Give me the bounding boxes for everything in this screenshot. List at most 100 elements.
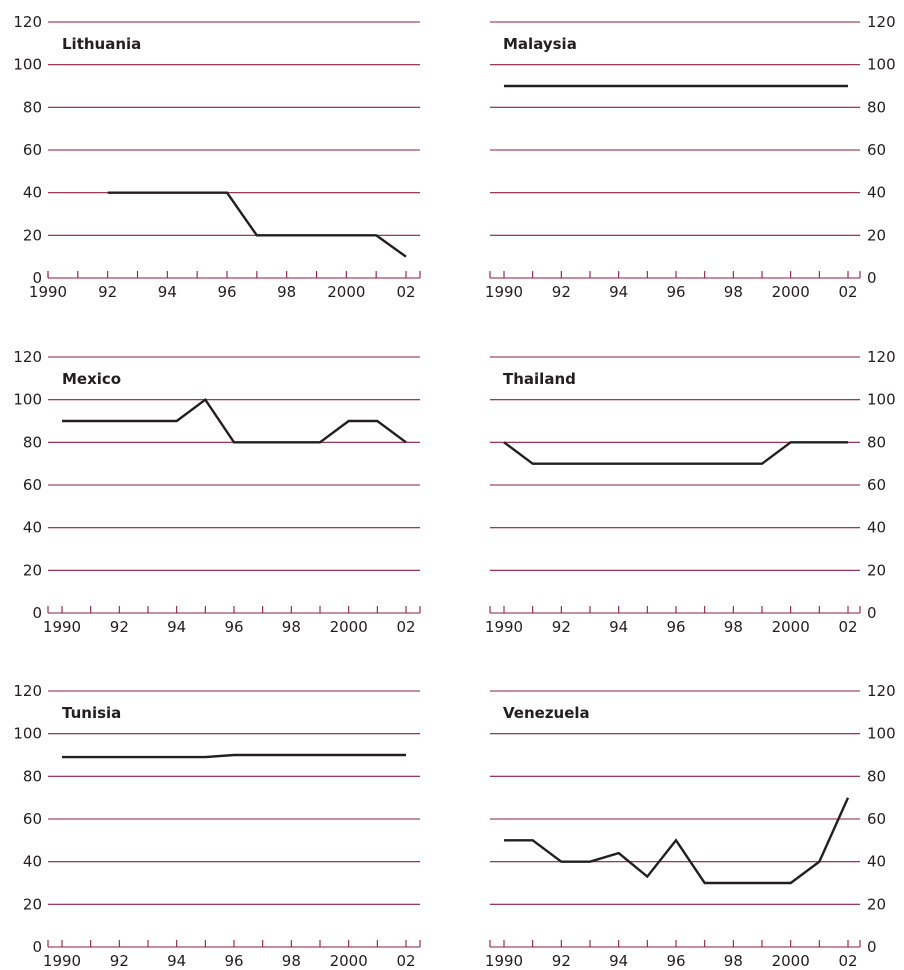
y-tick-label: 40 <box>23 853 42 871</box>
y-tick-label: 40 <box>867 853 886 871</box>
x-tick-label: 92 <box>98 283 117 301</box>
x-tick-label: 96 <box>224 618 243 636</box>
y-tick-label: 0 <box>32 269 42 287</box>
x-tick-label: 98 <box>724 618 743 636</box>
y-tick-label: 40 <box>23 519 42 537</box>
y-tick-label: 120 <box>867 13 896 31</box>
y-tick-label: 100 <box>13 56 42 74</box>
y-tick-label: 0 <box>867 269 877 287</box>
panel-title: Lithuania <box>62 35 141 53</box>
x-tick-label: 98 <box>282 952 301 970</box>
series-line-thailand <box>503 441 848 465</box>
y-tick-label: 20 <box>23 561 42 579</box>
x-tick-label: 96 <box>666 952 685 970</box>
x-tick-label: 94 <box>167 618 186 636</box>
y-tick-label: 0 <box>867 604 877 622</box>
x-tick-label: 92 <box>552 952 571 970</box>
y-tick-label: 0 <box>32 938 42 956</box>
x-tick-label: 2000 <box>772 283 810 301</box>
x-tick-label: 02 <box>838 618 857 636</box>
chart-panel-venezuela: 0 20 40 60 80 100 120 1990 92 94 96 98 2000 02 Venezue… <box>485 682 896 970</box>
chart-panel-lithuania: 0 20 40 60 80 100 120 1990 92 94 96 98 2000 02 Lithuan… <box>13 13 421 301</box>
y-tick-label: 100 <box>867 391 896 409</box>
x-tick-label: 1990 <box>485 618 523 636</box>
x-tick-label: 2000 <box>772 618 810 636</box>
panel-title: Tunisia <box>62 704 121 722</box>
chart-panel-thailand: 0 20 40 60 80 100 120 1990 92 94 96 98 2000 02 Thailan… <box>485 348 896 636</box>
x-tick-label: 92 <box>552 618 571 636</box>
x-tick-label: 02 <box>396 618 415 636</box>
x-tick-label: 94 <box>609 283 628 301</box>
x-tick-label: 96 <box>666 618 685 636</box>
y-tick-label: 40 <box>867 184 886 202</box>
x-tick-label: 94 <box>609 952 628 970</box>
y-tick-label: 20 <box>867 895 886 913</box>
y-tick-label: 40 <box>867 519 886 537</box>
y-tick-label: 100 <box>867 725 896 743</box>
y-tick-label: 80 <box>867 767 886 785</box>
series-line-mexico <box>62 397 407 444</box>
x-tick-label: 2000 <box>330 618 368 636</box>
x-tick-label: 94 <box>609 618 628 636</box>
y-tick-label: 60 <box>867 141 886 159</box>
y-tick-label: 60 <box>867 476 886 494</box>
x-tick-label: 02 <box>396 952 415 970</box>
x-tick-label: 1990 <box>29 283 67 301</box>
chart-panel-tunisia: 0 20 40 60 80 100 120 1990 92 94 96 98 2000 02 Tunisia <box>13 682 421 970</box>
x-tick-label: 02 <box>396 283 415 301</box>
series-line-tunisia <box>62 753 406 759</box>
x-tick-label: 92 <box>110 952 129 970</box>
x-tick-label: 94 <box>158 283 177 301</box>
x-tick-label: 02 <box>838 952 857 970</box>
y-tick-label: 120 <box>13 348 42 366</box>
y-tick-label: 60 <box>23 810 42 828</box>
y-tick-label: 100 <box>13 725 42 743</box>
series-line-lithuania <box>107 191 407 258</box>
x-tick-label: 1990 <box>485 283 523 301</box>
x-tick-label: 94 <box>167 952 186 970</box>
x-tick-label: 98 <box>277 283 296 301</box>
series-line-venezuela <box>504 797 850 885</box>
chart-panel-mexico: 0 20 40 60 80 100 120 1990 92 94 96 98 2000 02 Mexico <box>13 348 421 636</box>
y-tick-label: 80 <box>23 767 42 785</box>
x-tick-label: 1990 <box>485 952 523 970</box>
y-tick-label: 80 <box>867 98 886 116</box>
y-tick-label: 60 <box>23 476 42 494</box>
chart-panel-malaysia: 0 20 40 60 80 100 120 1990 92 94 96 98 2000 02 Malaysi… <box>485 13 896 301</box>
x-tick-label: 1990 <box>43 952 81 970</box>
y-tick-label: 20 <box>23 895 42 913</box>
panel-title: Mexico <box>62 370 121 388</box>
y-tick-label: 0 <box>32 604 42 622</box>
y-tick-label: 60 <box>867 810 886 828</box>
x-tick-label: 2000 <box>330 952 368 970</box>
x-tick-label: 98 <box>282 618 301 636</box>
y-tick-label: 20 <box>23 226 42 244</box>
x-tick-label: 2000 <box>772 952 810 970</box>
y-tick-label: 120 <box>867 682 896 700</box>
y-tick-label: 20 <box>867 561 886 579</box>
x-tick-label: 2000 <box>327 283 365 301</box>
x-tick-label: 02 <box>838 283 857 301</box>
y-tick-label: 80 <box>23 98 42 116</box>
panel-title: Malaysia <box>503 35 577 53</box>
y-tick-label: 20 <box>867 226 886 244</box>
y-tick-label: 80 <box>23 433 42 451</box>
y-tick-label: 100 <box>867 56 896 74</box>
x-tick-label: 96 <box>224 952 243 970</box>
y-tick-label: 0 <box>867 938 877 956</box>
y-tick-label: 120 <box>867 348 896 366</box>
x-tick-label: 1990 <box>43 618 81 636</box>
y-tick-label: 120 <box>13 13 42 31</box>
y-tick-label: 100 <box>13 391 42 409</box>
panel-title: Thailand <box>503 370 576 388</box>
panel-title: Venezuela <box>503 704 590 722</box>
y-tick-label: 40 <box>23 184 42 202</box>
x-tick-label: 96 <box>217 283 236 301</box>
y-tick-label: 80 <box>867 433 886 451</box>
x-tick-label: 98 <box>724 283 743 301</box>
y-tick-label: 120 <box>13 682 42 700</box>
x-tick-label: 98 <box>724 952 743 970</box>
x-tick-label: 96 <box>666 283 685 301</box>
x-tick-label: 92 <box>110 618 129 636</box>
